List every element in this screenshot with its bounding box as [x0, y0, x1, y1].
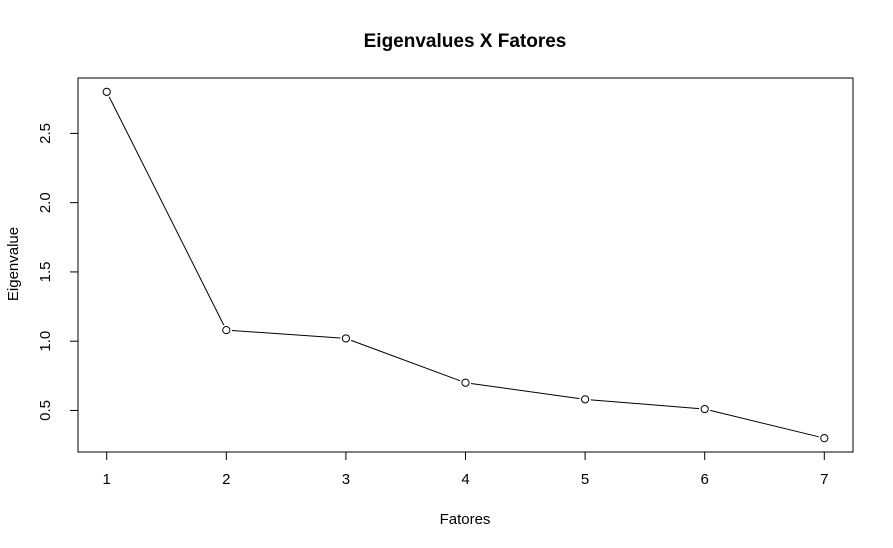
series-line-segment	[231, 329, 341, 339]
y-tick-label: 1.5	[37, 261, 54, 282]
series-line-segment	[350, 339, 461, 382]
x-tick-label: 7	[820, 471, 828, 488]
series-line-segment	[710, 409, 819, 438]
y-tick-label: 2.5	[37, 123, 54, 144]
series-line-segment	[470, 383, 580, 400]
x-tick-label: 3	[342, 471, 350, 488]
series-eigenvalues	[102, 87, 829, 443]
y-tick-label: 2.0	[37, 192, 54, 213]
data-point	[700, 404, 709, 414]
x-tick-label: 4	[461, 471, 469, 488]
series-line-segment	[108, 96, 225, 326]
x-axis: 1 2 3 4 5 6 7	[103, 451, 828, 488]
y-axis: 0.5 1.0 1.5 2.0 2.5	[37, 123, 79, 421]
x-tick-label: 6	[701, 471, 709, 488]
plot-frame	[77, 77, 854, 453]
data-point	[102, 87, 111, 96]
data-point	[580, 395, 590, 404]
y-tick-label: 0.5	[37, 400, 54, 421]
data-point	[461, 378, 470, 387]
x-axis-label: Fatores	[440, 511, 491, 528]
data-point	[820, 434, 829, 443]
x-tick-label: 5	[581, 471, 589, 488]
x-tick-label: 2	[222, 471, 230, 488]
chart-title: Eigenvalues X Fatores	[364, 31, 567, 52]
y-tick-label: 1.0	[37, 331, 54, 352]
data-point	[222, 326, 231, 335]
y-axis-label: Eigenvalue	[5, 227, 22, 301]
series-line-segment	[590, 399, 700, 410]
x-tick-label: 1	[103, 471, 111, 488]
data-point	[341, 334, 351, 343]
